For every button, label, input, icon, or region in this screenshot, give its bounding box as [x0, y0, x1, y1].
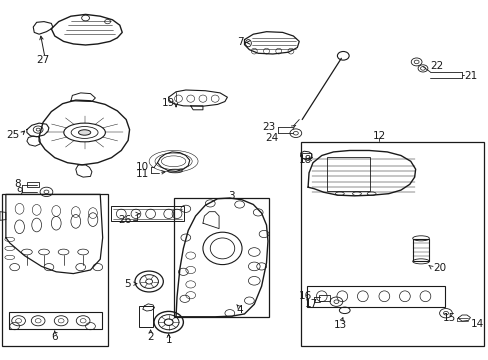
Bar [9, 312, 102, 329]
Bar [27, 182, 39, 187]
Text: 17: 17 [304, 299, 317, 309]
Text: 5: 5 [124, 279, 131, 289]
Text: 21: 21 [464, 71, 477, 81]
Text: 26: 26 [118, 215, 131, 225]
Bar [111, 206, 183, 221]
Bar [139, 306, 153, 327]
Text: 7: 7 [236, 37, 243, 48]
Text: 22: 22 [429, 60, 443, 71]
Bar [173, 198, 268, 317]
Text: 18: 18 [298, 155, 311, 165]
Text: 19: 19 [162, 98, 175, 108]
Text: 27: 27 [36, 55, 49, 65]
Text: 12: 12 [371, 131, 385, 141]
Bar [300, 142, 483, 346]
Text: 14: 14 [470, 319, 483, 329]
Bar [412, 239, 428, 261]
Text: 13: 13 [333, 320, 347, 330]
Text: 3: 3 [228, 191, 235, 201]
Text: 9: 9 [17, 187, 23, 197]
Bar [326, 157, 369, 191]
Text: 16: 16 [298, 291, 311, 301]
Bar [2, 194, 107, 346]
Text: 10: 10 [136, 162, 149, 172]
Text: 8: 8 [14, 179, 20, 189]
Text: 15: 15 [442, 312, 455, 323]
Text: 4: 4 [236, 305, 243, 315]
Text: 2: 2 [147, 332, 154, 342]
Text: 6: 6 [51, 332, 58, 342]
Text: 24: 24 [265, 133, 278, 143]
Text: 1: 1 [165, 335, 172, 345]
Text: 23: 23 [262, 122, 275, 132]
Text: 25: 25 [6, 130, 20, 140]
Ellipse shape [78, 130, 90, 135]
Bar [318, 295, 329, 301]
Text: 11: 11 [136, 168, 149, 179]
Bar [302, 153, 310, 158]
Bar [306, 286, 444, 307]
Text: 20: 20 [432, 263, 445, 273]
